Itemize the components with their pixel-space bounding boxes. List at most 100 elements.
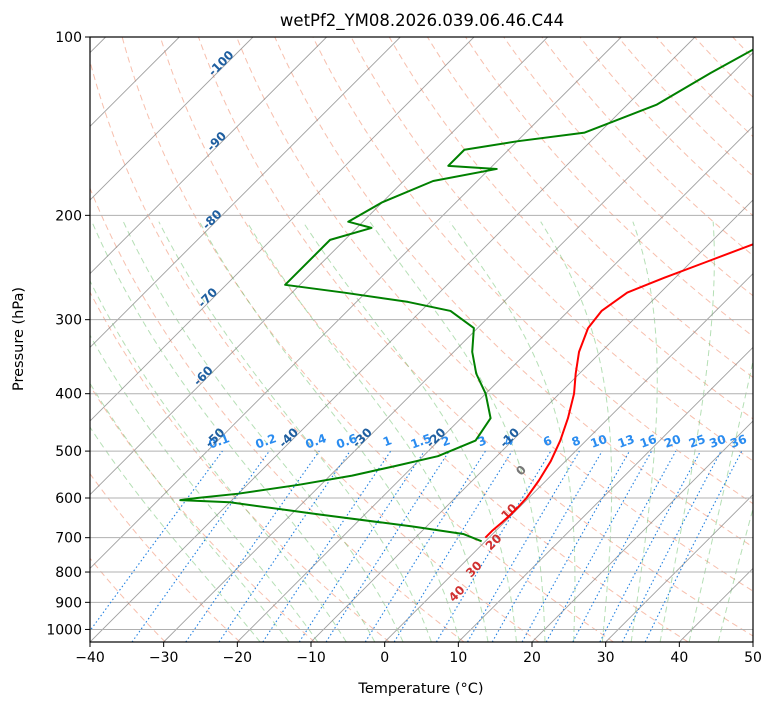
- isotherm-line: [90, 37, 696, 642]
- mixing-ratio-label: 0.6: [334, 431, 359, 451]
- mixing-ratio-line: [90, 450, 223, 632]
- dry-adiabat-line: [541, 37, 753, 257]
- grid-layer: [90, 37, 753, 642]
- x-tick-label: 40: [670, 650, 688, 666]
- mixing-ratio-line: [218, 450, 351, 642]
- series-layer: [179, 48, 753, 543]
- mixing-ratio-label: 36: [728, 432, 748, 451]
- mixing-ratio-label: 20: [662, 432, 682, 451]
- dry-adiabat-line: [90, 384, 316, 642]
- moist-adiabat-line: [302, 221, 517, 642]
- moist-adiabat-line: [199, 221, 461, 642]
- moist-adiabat-line: [91, 221, 376, 642]
- mixing-ratio-line: [298, 450, 425, 642]
- x-tick-label: −40: [75, 650, 105, 666]
- mixing-ratio-line: [325, 450, 450, 642]
- y-axis-label: Pressure (hPa): [11, 287, 27, 391]
- mixing-ratio-line: [521, 450, 630, 642]
- y-tick-label: 800: [55, 565, 82, 581]
- axes-layer: −40 −30 −20 −10 0 10 20 30 40 5010009008007006005…: [46, 30, 762, 666]
- isotherm-line: [90, 37, 327, 275]
- dry-adiabat-label: -100: [205, 48, 236, 79]
- dry-adiabat-line: [90, 59, 540, 642]
- moist-adiabat-line: [122, 221, 404, 642]
- moist-adiabat-line: [90, 426, 261, 642]
- moist-adiabat-line: [688, 358, 753, 642]
- y-tick-label: 900: [55, 595, 82, 611]
- isotherm-line: [90, 37, 401, 348]
- isotherm-line: [90, 37, 475, 422]
- dry-adiabat-line: [236, 37, 753, 592]
- mixing-ratio-label: 1: [381, 433, 394, 449]
- moist-adiabat-line: [246, 221, 489, 642]
- dry-adiabat-line: [388, 37, 753, 420]
- line-label-layer: 0.1 0.2 0.4 0.6 1 1.5 2 3 4 6 8 10 13 16 20 25 30 36-100-…: [191, 48, 749, 605]
- mixing-ratio-label: 8: [570, 433, 583, 449]
- y-tick-label: 400: [55, 387, 82, 403]
- isotherm-line: [531, 420, 753, 642]
- isotherm-line: [90, 37, 548, 496]
- mixing-ratio-line: [262, 450, 392, 642]
- plot-frame: [89, 36, 754, 643]
- dry-adiabat-line: [732, 37, 753, 59]
- isotherm-line: [458, 346, 753, 642]
- moist-adiabat-line: [540, 221, 613, 642]
- dry-adiabat-label: -80: [199, 207, 224, 232]
- isotherm-line: [237, 125, 753, 642]
- dry-adiabat-line: [426, 37, 753, 379]
- x-tick-label: −20: [223, 650, 253, 666]
- mixing-ratio-label: 0.1: [207, 431, 232, 451]
- y-tick-label: 200: [55, 208, 82, 224]
- mixing-ratio-line: [572, 450, 677, 642]
- dry-adiabat-line: [350, 37, 753, 462]
- moist-adiabat-line: [90, 334, 319, 642]
- y-tick-label: 700: [55, 531, 82, 547]
- dry-adiabat-line: [503, 37, 753, 297]
- dry-adiabat-line: [274, 37, 753, 548]
- mixing-ratio-line: [131, 450, 270, 642]
- dry-adiabat-label: -70: [195, 285, 220, 310]
- moist-adiabat-label: 0: [513, 463, 529, 479]
- mixing-ratio-label: 1.5: [409, 431, 434, 451]
- dry-adiabat-line: [198, 37, 753, 637]
- dry-adiabat-line: [90, 186, 465, 642]
- x-tick-label: 50: [744, 650, 762, 666]
- moist-adiabat-line: [90, 382, 290, 642]
- isotherm-line: [752, 641, 753, 642]
- dry-adiabat-label: -10: [497, 425, 522, 450]
- moist-adiabat-line: [449, 221, 576, 642]
- mixing-ratio-line: [621, 450, 722, 642]
- temperature-profile-line: [484, 243, 753, 539]
- moist-adiabat-label: 30: [463, 558, 485, 580]
- mixing-ratio-label: 13: [616, 432, 636, 451]
- mixing-ratio-label: 0.4: [304, 431, 329, 451]
- moist-adiabat-line: [659, 221, 715, 642]
- y-tick-label: 1000: [46, 622, 82, 638]
- mixing-ratio-label: 16: [638, 432, 658, 451]
- dry-adiabat-line: [694, 37, 753, 98]
- isotherm-line: [163, 52, 753, 642]
- mixing-ratio-line: [393, 450, 513, 642]
- dry-adiabat-label: -30: [350, 425, 375, 450]
- dewpoint-profile-line: [179, 48, 753, 543]
- dry-adiabat-line: [90, 291, 390, 642]
- isotherm-line: [90, 37, 254, 201]
- moist-adiabat-line: [90, 279, 347, 642]
- mixing-ratio-line: [545, 450, 653, 642]
- mixing-ratio-line: [185, 450, 320, 642]
- dry-adiabat-line: [90, 472, 241, 642]
- isotherm-line: [90, 37, 622, 569]
- mixing-ratio-label: 30: [707, 432, 727, 451]
- mixing-ratio-label: 0.2: [254, 431, 279, 451]
- mixing-ratio-line: [644, 450, 743, 642]
- x-tick-label: 20: [523, 650, 541, 666]
- x-tick-label: 30: [597, 650, 615, 666]
- moist-adiabat-line: [717, 506, 753, 642]
- x-tick-label: −10: [296, 650, 326, 666]
- moist-adiabat-line: [630, 221, 658, 642]
- moist-adiabat-line: [369, 221, 546, 642]
- isotherm-line: [310, 199, 753, 642]
- x-tick-label: 0: [380, 650, 389, 666]
- isotherm-line: [384, 273, 753, 642]
